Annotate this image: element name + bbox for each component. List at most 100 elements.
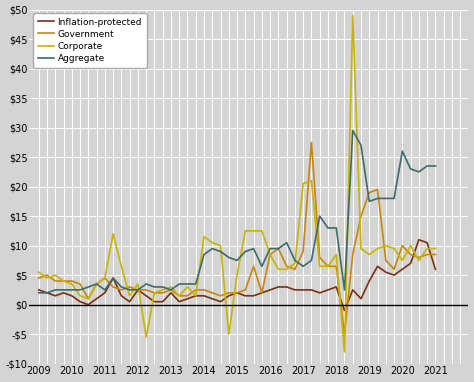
Government [218, 293, 223, 298]
Aggregate [383, 196, 389, 201]
Aggregate [243, 249, 248, 254]
Government [168, 288, 174, 292]
Government [234, 291, 240, 295]
Government [317, 255, 322, 260]
Inflation-protected [416, 238, 422, 242]
Corporate [176, 293, 182, 298]
Corporate [325, 264, 331, 269]
Inflation-protected [85, 303, 91, 307]
Aggregate [44, 291, 50, 295]
Aggregate [433, 163, 438, 168]
Inflation-protected [383, 270, 389, 275]
Aggregate [391, 196, 397, 201]
Government [69, 279, 74, 283]
Inflation-protected [309, 288, 314, 292]
Government [210, 291, 215, 295]
Aggregate [408, 167, 413, 171]
Inflation-protected [201, 293, 207, 298]
Government [309, 140, 314, 145]
Government [85, 296, 91, 301]
Aggregate [292, 258, 298, 263]
Government [201, 288, 207, 292]
Government [143, 288, 149, 292]
Inflation-protected [77, 299, 83, 304]
Corporate [267, 252, 273, 257]
Aggregate [102, 288, 108, 292]
Aggregate [110, 276, 116, 280]
Inflation-protected [143, 293, 149, 298]
Legend: Inflation-protected, Government, Corporate, Aggregate: Inflation-protected, Government, Corpora… [33, 13, 146, 68]
Aggregate [176, 282, 182, 286]
Line: Government: Government [39, 142, 436, 334]
Corporate [275, 267, 281, 272]
Aggregate [342, 288, 347, 292]
Inflation-protected [358, 296, 364, 301]
Government [110, 285, 116, 289]
Inflation-protected [251, 293, 256, 298]
Corporate [259, 228, 264, 233]
Corporate [400, 258, 405, 263]
Government [416, 255, 422, 260]
Inflation-protected [433, 267, 438, 272]
Corporate [44, 276, 50, 280]
Corporate [218, 243, 223, 248]
Corporate [408, 243, 413, 248]
Government [226, 291, 232, 295]
Inflation-protected [408, 261, 413, 265]
Government [135, 288, 141, 292]
Government [275, 246, 281, 251]
Government [185, 293, 191, 298]
Corporate [118, 264, 124, 269]
Government [292, 267, 298, 272]
Inflation-protected [267, 288, 273, 292]
Government [375, 187, 381, 192]
Aggregate [275, 246, 281, 251]
Inflation-protected [366, 279, 372, 283]
Corporate [391, 246, 397, 251]
Inflation-protected [292, 288, 298, 292]
Government [383, 258, 389, 263]
Aggregate [85, 285, 91, 289]
Government [301, 249, 306, 254]
Aggregate [168, 288, 174, 292]
Corporate [301, 181, 306, 186]
Corporate [152, 291, 157, 295]
Aggregate [366, 199, 372, 204]
Corporate [201, 235, 207, 239]
Government [127, 285, 132, 289]
Inflation-protected [160, 299, 165, 304]
Aggregate [317, 214, 322, 219]
Corporate [168, 285, 174, 289]
Aggregate [416, 170, 422, 174]
Inflation-protected [284, 285, 290, 289]
Government [350, 252, 356, 257]
Government [36, 276, 42, 280]
Government [53, 279, 58, 283]
Aggregate [375, 196, 381, 201]
Corporate [284, 267, 290, 272]
Inflation-protected [44, 291, 50, 295]
Aggregate [358, 143, 364, 147]
Inflation-protected [226, 293, 232, 298]
Aggregate [143, 282, 149, 286]
Government [176, 293, 182, 298]
Corporate [94, 282, 100, 286]
Inflation-protected [53, 293, 58, 298]
Corporate [342, 350, 347, 354]
Inflation-protected [234, 291, 240, 295]
Aggregate [301, 264, 306, 269]
Aggregate [251, 246, 256, 251]
Inflation-protected [259, 291, 264, 295]
Aggregate [94, 282, 100, 286]
Government [251, 264, 256, 269]
Corporate [292, 261, 298, 265]
Aggregate [333, 226, 339, 230]
Aggregate [135, 288, 141, 292]
Inflation-protected [135, 288, 141, 292]
Inflation-protected [185, 296, 191, 301]
Inflation-protected [94, 296, 100, 301]
Aggregate [234, 258, 240, 263]
Aggregate [350, 128, 356, 133]
Aggregate [400, 149, 405, 154]
Corporate [366, 252, 372, 257]
